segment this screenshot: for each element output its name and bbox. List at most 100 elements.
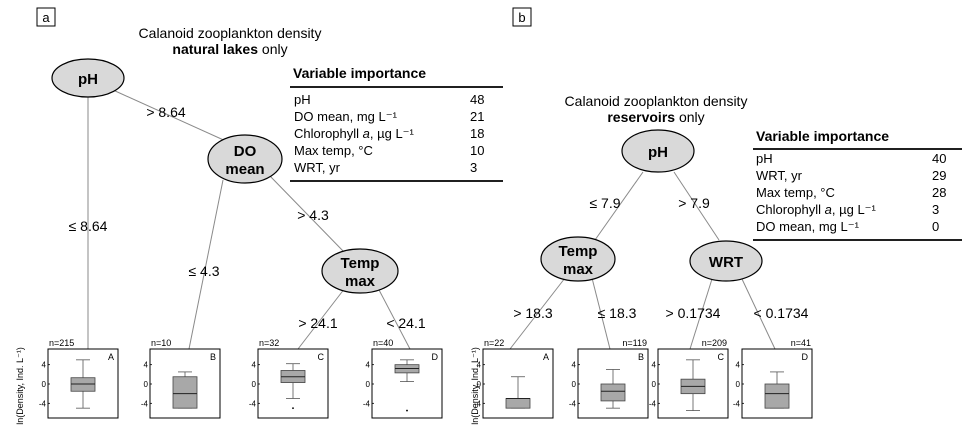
edge-a-temp-left [297,287,346,350]
node-a-ph-label: pH [78,71,98,88]
split-b-wrt-right: < 0.1734 [754,305,809,321]
iqr-box [600,383,626,402]
node-a-temp-label1: Temp [341,255,380,272]
leaf-y-tick: -4 [141,399,149,408]
panel-b-title-line2: reservoirs only [607,109,704,125]
leaf-n-label: n=209 [702,338,727,348]
panel_b-vi-name-1: WRT, yr [756,168,803,183]
panel-b-variable-importance: Variable importance pH 40 WRT, yr 29 Max tem… [753,128,962,241]
leaf-a-A: n=215 A 4 0 -4 [39,338,119,419]
split-a-temp-right: < 24.1 [386,315,426,331]
leaf-n-label: n=40 [373,338,393,348]
leaf-y-tick: 4 [477,361,482,370]
leaf-letter: A [108,352,114,362]
leaf-y-tick: 0 [736,380,741,389]
node-b-temp-label2: max [563,261,594,278]
leaf-y-tick: 4 [252,361,257,370]
edge-a-do-temp [268,174,346,254]
panel-b-title-suffix: only [675,109,705,125]
leaf-y-tick: 4 [144,361,149,370]
leaf-y-tick: -4 [649,399,657,408]
leaf-y-tick: 0 [572,380,577,389]
panel-b-vi-rows: pH 40 WRT, yr 29 Max temp, °C 28 Chlorophyll a… [756,151,946,234]
leaf-y-tick: -4 [249,399,257,408]
panel-b-vi-title: Variable importance [756,128,889,144]
leaf-letter: A [543,352,549,362]
panel-a-title-line1: Calanoid zooplankton density [139,25,322,41]
leaf-n-label: n=119 [622,338,647,348]
leaf-y-tick: -4 [569,399,577,408]
split-a-do-left: ≤ 4.3 [188,263,219,279]
edge-b-temp-left [509,277,566,350]
node-b-temp [540,236,616,282]
split-b-root-left: ≤ 7.9 [589,195,620,211]
leaf-letter: C [318,352,325,362]
leaf-y-tick: -4 [474,399,482,408]
panel-b: b Calanoid zooplankton density reservoir… [470,7,962,425]
panel-a-leaves: n=215 A 4 0 -4 n=10 B 4 0 -4 n=32 C 4 0 -4 n=40 D 4 0 -4 [39,338,443,419]
leaf-a-D: n=40 D 4 0 -4 [363,338,443,419]
edge-b-temp-right [591,277,611,350]
panel_a-vi-value-4: 3 [470,160,477,175]
panel_b-vi-value-2: 28 [932,185,946,200]
panel_b-vi-name-2: Max temp, °C [756,185,835,200]
outlier-point [292,407,294,410]
leaf-n-label: n=32 [259,338,279,348]
node-a-temp-label2: max [345,273,376,290]
panel_b-vi-name-4: DO mean, mg L⁻¹ [756,219,860,234]
panel_a-vi-name-4: WRT, yr [294,160,341,175]
edge-b-root-wrt [673,171,720,241]
edge-a-root-do [112,89,229,143]
leaf-y-tick: -4 [733,399,741,408]
leaf-y-tick: -4 [363,399,371,408]
split-a-do-right: > 4.3 [297,207,329,223]
panel-a-vi-title: Variable importance [293,65,426,81]
node-a-do-label2: mean [225,161,264,178]
panel_b-vi-name-0: pH [756,151,773,166]
leaf-b-D: n=41 D 4 0 -4 [733,338,813,419]
node-b-wrt-label: WRT [709,254,743,271]
leaf-letter: C [718,352,725,362]
leaf-y-tick: 4 [572,361,577,370]
edge-a-temp-right [377,287,411,350]
leaf-y-tick: 4 [366,361,371,370]
node-a-ph [51,58,125,98]
leaf-letter: D [802,352,809,362]
node-b-ph [621,129,695,173]
split-a-root-left: ≤ 8.64 [69,218,108,234]
leaf-n-label: n=22 [484,338,504,348]
panel_a-vi-value-1: 21 [470,109,484,124]
split-b-wrt-left: > 0.1734 [666,305,721,321]
panel-b-title-line1: Calanoid zooplankton density [565,93,748,109]
leaf-letter: B [638,352,644,362]
leaf-n-label: n=10 [151,338,171,348]
panel-a-label-box [36,7,56,27]
panel_b-vi-value-4: 0 [932,219,939,234]
outlier-point [406,409,408,412]
panel-a-vi-rows: pH 48 DO mean, mg L⁻¹ 21 Chlorophyll a, µg L… [294,92,484,175]
edge-a-do-left [188,179,224,350]
leaf-b-C: n=209 C 4 0 -4 [649,338,729,419]
panel_b-vi-value-1: 29 [932,168,946,183]
panel-a-label: a [42,10,50,25]
panel_a-vi-value-2: 18 [470,126,484,141]
panel_a-vi-name-2: Chlorophyll a, µg L⁻¹ [294,126,415,141]
leaf-y-tick: 4 [42,361,47,370]
edge-b-wrt-right [741,278,776,350]
panel-b-title-bold: reservoirs [607,109,675,125]
panel_a-vi-name-0: pH [294,92,311,107]
iqr-box [172,376,198,409]
edge-b-wrt-left [689,278,713,350]
leaf-y-tick: 0 [366,380,371,389]
panel-b-label-box [512,7,532,27]
panel-b-y-axis-label: ln(Density, Ind. L⁻¹) [470,347,480,425]
split-b-temp-right: ≤ 18.3 [598,305,637,321]
node-a-do-label1: DO [234,143,257,160]
panel-a-y-axis-label: ln(Density, Ind. L⁻¹) [15,347,25,425]
leaf-a-B: n=10 B 4 0 -4 [141,338,221,419]
split-b-root-right: > 7.9 [678,195,710,211]
panel-a-title-bold: natural lakes [172,41,258,57]
panel_b-vi-value-3: 3 [932,202,939,217]
panel_a-vi-value-0: 48 [470,92,484,107]
panel-a-title-suffix: only [258,41,288,57]
